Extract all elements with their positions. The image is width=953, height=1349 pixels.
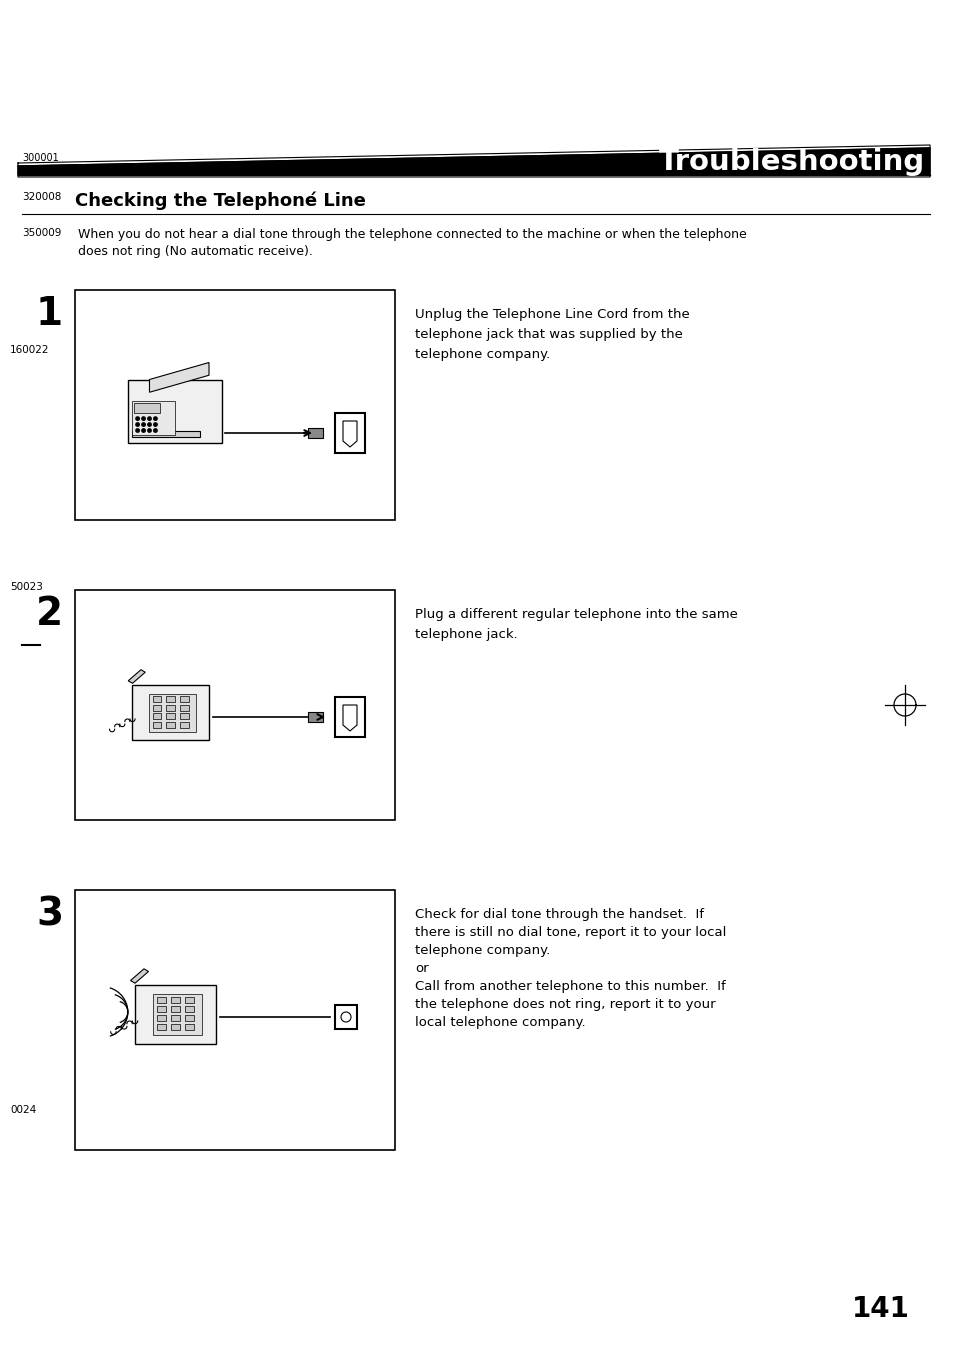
Bar [134,403,159,414]
Bar [75,590,395,820]
Bar [308,712,323,722]
Bar [335,697,365,737]
Bar [180,704,189,711]
Circle shape [340,1012,351,1023]
Polygon shape [128,669,145,684]
Text: Plug a different regular telephone into the same: Plug a different regular telephone into … [415,608,737,621]
Text: 3: 3 [36,894,63,934]
Text: Check for dial tone through the handset.  If: Check for dial tone through the handset.… [415,908,703,921]
Bar [167,696,174,701]
Text: telephone company.: telephone company. [415,348,550,362]
Bar [335,413,365,453]
Bar [152,714,161,719]
Bar [132,430,200,437]
Polygon shape [343,706,356,731]
Circle shape [135,429,139,432]
Bar [75,290,395,519]
Text: 160022: 160022 [10,345,50,355]
Bar [156,1024,166,1031]
Text: telephone jack that was supplied by the: telephone jack that was supplied by the [415,328,682,341]
Bar [150,693,196,731]
Bar [185,1014,194,1021]
Circle shape [148,429,151,432]
Bar [167,714,174,719]
Circle shape [135,422,139,426]
FancyBboxPatch shape [135,985,215,1044]
Bar [152,994,202,1035]
Bar [185,1006,194,1012]
Bar [156,1006,166,1012]
Text: 300001: 300001 [22,152,59,163]
Circle shape [148,422,151,426]
Circle shape [142,422,145,426]
Circle shape [153,429,157,432]
Bar [171,1014,180,1021]
Text: 320008: 320008 [22,192,61,202]
Text: there is still no dial tone, report it to your local: there is still no dial tone, report it t… [415,925,725,939]
Bar [171,997,180,1004]
Text: Troubleshooting: Troubleshooting [659,147,924,175]
Text: telephone company.: telephone company. [415,944,550,956]
Circle shape [153,417,157,421]
Text: or: or [415,962,428,975]
Polygon shape [18,148,929,175]
Text: does not ring (No automatic receive).: does not ring (No automatic receive). [78,246,313,258]
Text: 2: 2 [36,595,63,633]
Bar [185,997,194,1004]
Text: 50023: 50023 [10,581,43,592]
Text: 0024: 0024 [10,1105,36,1116]
Circle shape [153,422,157,426]
Bar [167,704,174,711]
Text: 350009: 350009 [22,228,61,237]
Bar [75,890,395,1149]
Polygon shape [343,421,356,447]
FancyBboxPatch shape [128,379,221,444]
Text: telephone jack.: telephone jack. [415,629,517,641]
Text: 141: 141 [851,1295,909,1323]
Circle shape [148,417,151,421]
Text: Unplug the Telephone Line Cord from the: Unplug the Telephone Line Cord from the [415,308,689,321]
Text: 1: 1 [36,295,63,333]
FancyBboxPatch shape [132,685,209,741]
Bar [171,1024,180,1031]
Bar [180,696,189,701]
Bar [156,997,166,1004]
Circle shape [142,429,145,432]
Bar [156,1014,166,1021]
Bar [152,704,161,711]
Bar [171,1006,180,1012]
Bar [185,1024,194,1031]
Text: local telephone company.: local telephone company. [415,1016,585,1029]
Bar [180,714,189,719]
Text: Call from another telephone to this number.  If: Call from another telephone to this numb… [415,979,725,993]
Polygon shape [150,363,209,393]
Text: Checking the Telephoné Line: Checking the Telephoné Line [75,192,366,210]
Text: the telephone does not ring, report it to your: the telephone does not ring, report it t… [415,998,715,1010]
Bar [152,696,161,701]
Text: When you do not hear a dial tone through the telephone connected to the machine : When you do not hear a dial tone through… [78,228,746,241]
Polygon shape [131,969,149,983]
Bar [132,401,174,434]
Circle shape [142,417,145,421]
Bar [167,722,174,727]
Bar [308,428,323,438]
Bar [152,722,161,727]
Circle shape [135,417,139,421]
Bar [180,722,189,727]
Bar [335,1005,356,1029]
